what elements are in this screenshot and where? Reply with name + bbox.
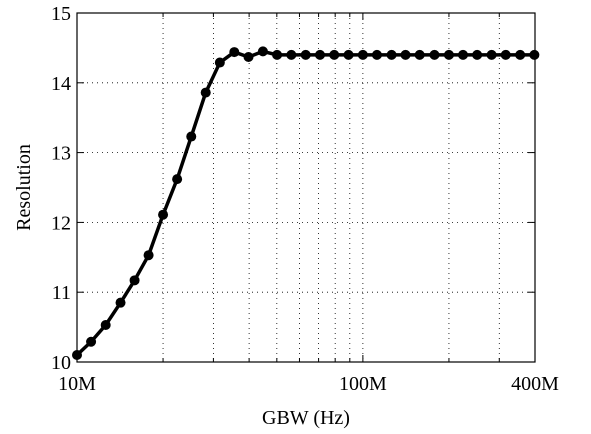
data-point bbox=[500, 49, 511, 60]
data-point bbox=[300, 49, 311, 60]
data-point bbox=[458, 49, 469, 60]
data-point bbox=[86, 336, 97, 347]
x-tick-label: 400M bbox=[511, 373, 559, 395]
data-point bbox=[72, 350, 82, 361]
data-point bbox=[371, 49, 382, 60]
data-point bbox=[100, 320, 111, 331]
data-point bbox=[129, 275, 140, 286]
y-tick-label: 14 bbox=[51, 73, 71, 95]
y-tick-label: 10 bbox=[51, 352, 71, 374]
y-tick-label: 13 bbox=[51, 143, 71, 165]
x-tick-label: 100M bbox=[339, 373, 387, 395]
data-point bbox=[429, 49, 440, 60]
data-point bbox=[486, 49, 497, 60]
data-point bbox=[115, 297, 126, 308]
series-layer bbox=[72, 46, 540, 361]
data-point bbox=[257, 46, 268, 57]
data-point bbox=[214, 57, 225, 68]
data-point bbox=[229, 47, 240, 58]
data-point bbox=[272, 49, 283, 60]
y-tick-label: 11 bbox=[52, 282, 71, 304]
y-tick-label: 15 bbox=[51, 3, 71, 25]
data-point bbox=[400, 49, 411, 60]
data-point bbox=[343, 49, 354, 60]
y-tick-label: 12 bbox=[51, 212, 71, 234]
grid-lines bbox=[77, 13, 535, 362]
x-axis-label: GBW (Hz) bbox=[262, 407, 350, 429]
data-point bbox=[515, 49, 526, 60]
data-point bbox=[472, 49, 483, 60]
x-tick-label: 10M bbox=[58, 373, 96, 395]
plot-frame bbox=[76, 12, 536, 363]
data-point bbox=[414, 49, 425, 60]
data-point bbox=[386, 49, 397, 60]
y-axis-label: Resolution bbox=[13, 144, 35, 231]
tick-marks bbox=[77, 13, 535, 362]
data-point bbox=[315, 49, 326, 60]
series-line bbox=[75, 49, 535, 357]
data-point bbox=[200, 87, 211, 98]
data-point bbox=[357, 49, 368, 60]
data-point bbox=[529, 49, 540, 60]
data-point bbox=[172, 174, 183, 185]
data-point bbox=[186, 131, 197, 142]
data-point bbox=[443, 49, 454, 60]
data-point bbox=[158, 209, 169, 220]
data-point bbox=[329, 49, 340, 60]
data-point bbox=[243, 51, 254, 62]
data-point bbox=[143, 250, 154, 261]
tick-labels: 10 11 12 13 14 15 10M 100M 400M bbox=[51, 3, 559, 395]
data-point bbox=[286, 49, 297, 60]
